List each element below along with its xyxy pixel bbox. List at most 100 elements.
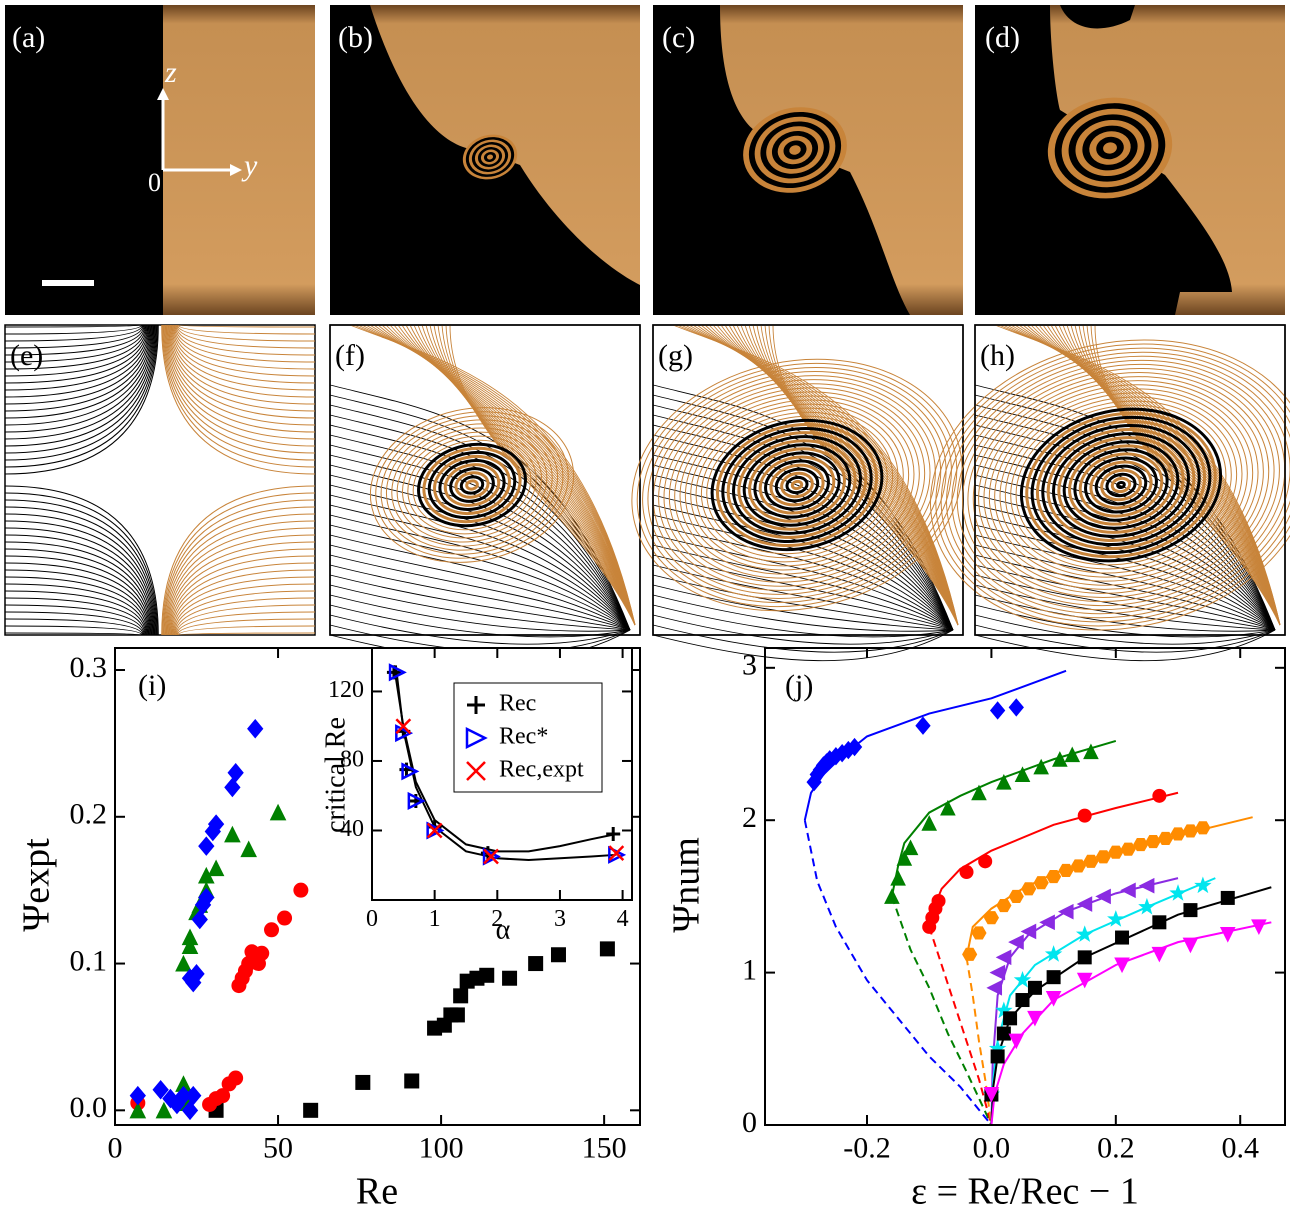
streamline bbox=[167, 534, 316, 636]
legend-label: Rec,expt bbox=[499, 757, 584, 783]
marker bbox=[240, 840, 258, 858]
streamline bbox=[652, 594, 954, 632]
fit-curve bbox=[990, 921, 1272, 1126]
streamline bbox=[652, 454, 954, 631]
streamline bbox=[4, 527, 154, 636]
marker bbox=[1015, 993, 1030, 1008]
streamline bbox=[700, 324, 959, 626]
streamline-ring bbox=[748, 447, 846, 523]
streamline-ring bbox=[710, 418, 884, 552]
streamline bbox=[175, 604, 316, 636]
streamline bbox=[168, 324, 316, 412]
streamline-ring bbox=[753, 451, 841, 519]
streamline-ring bbox=[690, 403, 904, 567]
streamline bbox=[4, 513, 156, 636]
panel-label: (d) bbox=[985, 21, 1020, 54]
streamline-ring bbox=[1051, 432, 1191, 538]
marker bbox=[1108, 845, 1124, 859]
streamline bbox=[425, 324, 636, 626]
streamline-ring bbox=[715, 422, 879, 548]
streamline bbox=[172, 324, 316, 377]
streamline-ring bbox=[780, 471, 814, 499]
marker bbox=[155, 1101, 173, 1119]
streamline bbox=[4, 324, 150, 398]
marker bbox=[404, 1073, 420, 1089]
x-axis-label: Re bbox=[356, 1171, 398, 1213]
streamline-ring bbox=[427, 450, 517, 520]
streamline bbox=[162, 324, 316, 461]
y-tick-label: 0.0 bbox=[70, 1091, 108, 1124]
marker bbox=[1182, 937, 1199, 954]
streamline bbox=[413, 324, 636, 626]
y-tick-label: 40 bbox=[340, 816, 364, 842]
marker bbox=[990, 1049, 1005, 1064]
plot-frame bbox=[371, 647, 633, 901]
streamline-ring bbox=[407, 435, 537, 535]
marker bbox=[1145, 834, 1161, 849]
chart: 0 1 2 3 4 40 80 120 α critical Re Rec Rec* Rec,expt bbox=[320, 647, 633, 945]
streamline-ring bbox=[967, 367, 1275, 603]
marker bbox=[483, 848, 499, 865]
streamline-ring bbox=[1019, 407, 1223, 563]
streamline bbox=[163, 506, 316, 636]
marker bbox=[355, 1074, 371, 1090]
streamline-ring bbox=[790, 479, 804, 491]
streamline bbox=[4, 597, 146, 636]
x-tick-label: 0.0 bbox=[973, 1131, 1011, 1164]
streamline-ring bbox=[385, 419, 559, 551]
streamline bbox=[4, 324, 153, 419]
streamline bbox=[164, 513, 316, 636]
marker bbox=[1013, 971, 1032, 988]
fit-curve bbox=[803, 820, 993, 1126]
streamline bbox=[4, 324, 149, 391]
panel-label: (f) bbox=[335, 339, 365, 372]
streamline bbox=[652, 564, 954, 631]
y-tick-label: 0.1 bbox=[70, 944, 108, 977]
marker bbox=[264, 922, 280, 938]
streamline bbox=[329, 594, 631, 632]
streamline-ring bbox=[401, 431, 543, 539]
marker bbox=[1095, 888, 1111, 905]
panel-label: (b) bbox=[338, 21, 373, 54]
plot-frame bbox=[764, 647, 1286, 1126]
streamline bbox=[974, 629, 1276, 662]
marker bbox=[1027, 1010, 1043, 1027]
fit-curve bbox=[928, 926, 993, 1126]
marker bbox=[215, 1088, 231, 1104]
marker bbox=[983, 911, 999, 925]
marker bbox=[1077, 950, 1092, 965]
panel-label: (a) bbox=[12, 21, 45, 54]
streamline bbox=[417, 324, 636, 626]
streamline-ring bbox=[999, 392, 1243, 578]
streamline bbox=[652, 504, 954, 631]
streamline bbox=[652, 629, 954, 662]
marker bbox=[986, 980, 1003, 996]
marker bbox=[1220, 890, 1235, 905]
chart: -0.2 0.0 0.2 0.4 0 1 2 3 ε = Re/Rec − 1 Ψnum (j) bbox=[666, 647, 1286, 1213]
streamline-ring bbox=[732, 435, 862, 535]
marker bbox=[1152, 788, 1167, 803]
marker bbox=[971, 926, 987, 940]
streamline bbox=[409, 324, 636, 626]
y-tick-label: 2 bbox=[742, 801, 757, 834]
marker bbox=[1138, 897, 1156, 915]
streamline bbox=[162, 492, 316, 636]
legend-label: Rec* bbox=[499, 724, 548, 750]
streamline bbox=[178, 324, 316, 335]
streamline bbox=[708, 324, 959, 626]
streamline-ring bbox=[1062, 440, 1180, 530]
streamline bbox=[169, 324, 316, 405]
streamline bbox=[176, 611, 316, 636]
marker bbox=[224, 777, 241, 798]
streamline bbox=[329, 434, 631, 631]
marker bbox=[466, 761, 486, 781]
marker bbox=[1115, 930, 1130, 945]
streamline bbox=[974, 414, 1276, 631]
streamline-ring bbox=[412, 439, 532, 531]
streamline bbox=[373, 324, 636, 626]
streamline bbox=[166, 324, 316, 433]
marker bbox=[388, 663, 407, 682]
marker bbox=[1075, 925, 1094, 942]
marker bbox=[1152, 915, 1167, 930]
marker bbox=[1182, 824, 1199, 838]
